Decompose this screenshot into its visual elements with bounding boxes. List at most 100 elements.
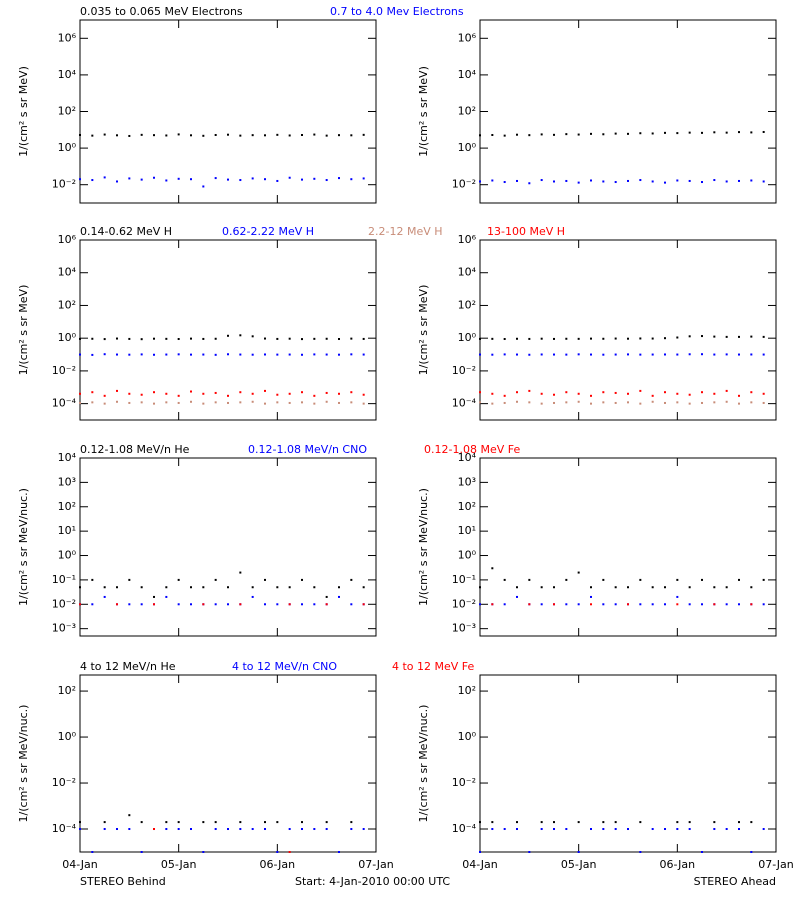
data-point [338,595,340,598]
plot-frame [479,19,777,204]
data-point [602,821,605,824]
data-point [276,586,279,589]
y-axis-label: 1/(cm² s sr MeV) [417,285,430,376]
data-point [214,578,217,581]
data-point [676,603,679,606]
data-point [350,578,353,581]
data-point [288,134,291,137]
data-point [301,391,303,394]
y-tick-label: 10² [458,105,476,118]
data-point [338,134,340,137]
data-point [577,400,580,403]
data-point [140,821,143,824]
data-point [239,179,242,182]
data-point [479,134,481,137]
data-point [264,578,266,581]
data-point [750,603,753,606]
data-point [338,586,340,589]
data-point [528,603,531,606]
data-point [688,335,691,338]
data-point [639,337,642,340]
data-point [214,603,217,606]
data-point [627,392,629,395]
data-point [664,828,666,831]
data-point [190,178,192,181]
x-tick-label: 07-Jan [758,858,794,871]
data-point [528,851,531,853]
data-point [79,603,81,606]
data-point [614,132,617,135]
data-point [713,353,716,356]
data-point [362,177,365,180]
y-tick-label: 10⁰ [58,141,77,154]
data-point [202,603,205,606]
data-point [325,595,328,598]
data-point [128,392,131,395]
data-point [362,586,365,589]
y-tick-label: 10⁰ [58,730,77,743]
data-point [177,401,180,404]
data-point [251,400,254,403]
data-point [362,353,365,356]
data-point [602,828,605,831]
data-point [565,179,568,182]
data-point [540,133,543,136]
data-point [362,603,365,606]
data-point [313,828,316,831]
data-point [214,401,217,404]
footer-center: Start: 4-Jan-2010 00:00 UTC [295,875,450,888]
data-point [750,353,753,356]
data-point [202,821,205,824]
data-point [79,586,81,589]
data-point [577,571,580,574]
data-point [338,401,340,404]
data-point [103,595,106,598]
data-point [639,179,642,182]
data-point [676,578,679,581]
data-point [713,179,716,182]
data-point [190,353,192,356]
data-point [116,828,118,831]
data-point [140,353,143,356]
data-point [614,401,617,404]
data-point [528,182,531,185]
data-point [528,578,531,581]
data-point [301,178,303,181]
data-point [165,401,168,404]
data-point [713,821,716,824]
y-tick-label: 10⁶ [458,233,477,246]
data-point [553,821,555,824]
data-point [479,391,481,394]
data-point [503,181,506,184]
data-point [491,392,494,395]
data-point [251,335,254,338]
data-point [676,401,679,404]
y-tick-label: 10⁻² [52,178,76,191]
data-point [239,571,242,574]
data-point [725,335,728,338]
data-point [103,828,106,831]
data-point [516,828,518,831]
data-point [701,401,703,404]
data-point [116,180,118,183]
y-tick-label: 10² [58,684,76,697]
data-point [325,179,328,182]
data-point [276,337,279,340]
data-point [190,603,192,606]
legend-label: 0.12-1.08 MeV/n CNO [248,443,367,456]
data-point [251,828,254,831]
data-point [190,134,192,137]
data-point [688,821,691,824]
data-point [128,578,131,581]
y-tick-label: 10⁻⁴ [452,822,477,835]
y-tick-label: 10⁴ [458,68,477,81]
legend-label: 0.14-0.62 MeV H [80,225,172,238]
data-point [577,181,580,184]
data-point [577,353,580,356]
data-point [276,353,279,356]
data-point [503,338,506,341]
data-point [165,828,168,831]
legend-label: 0.12-1.08 MeV Fe [424,443,520,456]
y-tick-label: 10² [458,684,476,697]
data-point [202,851,205,853]
